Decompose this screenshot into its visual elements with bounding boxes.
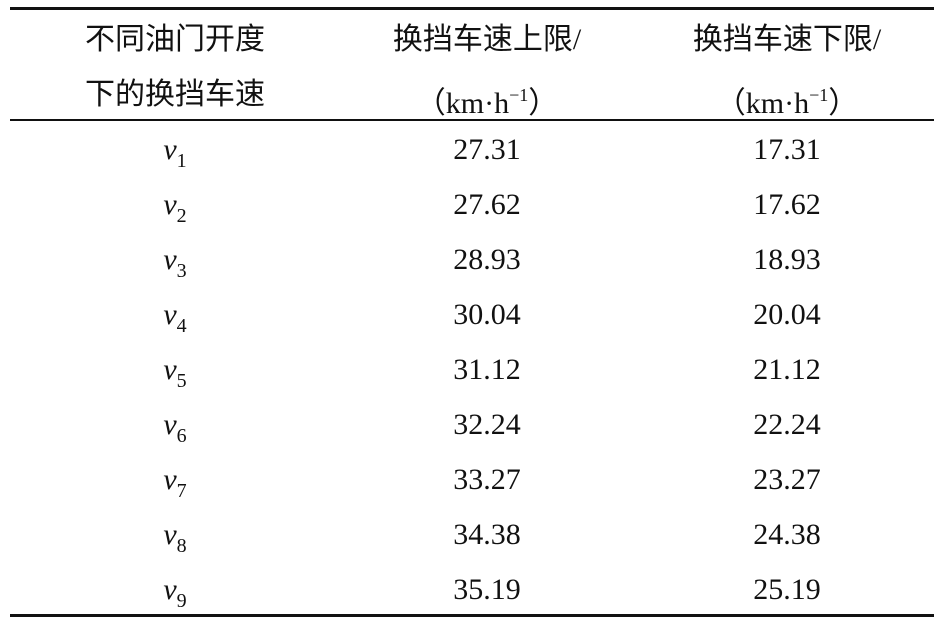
bottom-rule <box>10 614 934 617</box>
table-cell: 21.12 <box>637 350 937 390</box>
subscript: 8 <box>176 535 187 557</box>
cell-value: 31.12 <box>453 353 521 386</box>
table-cell: v1 <box>25 130 325 181</box>
cell-value: 24.38 <box>753 518 821 551</box>
table-cell: v7 <box>25 460 325 511</box>
cell-value: 23.27 <box>753 463 821 496</box>
cell-value: 35.19 <box>453 573 521 606</box>
table-cell: 35.19 <box>337 570 637 610</box>
table-cell: 25.19 <box>637 570 937 610</box>
subscript: 7 <box>176 480 187 502</box>
cell-value: 17.62 <box>753 188 821 221</box>
subscript: 6 <box>176 425 187 447</box>
header-text: 不同油门开度 <box>85 23 265 56</box>
table-cell: 17.31 <box>637 130 937 170</box>
top-rule <box>10 7 934 10</box>
table-cell: 32.24 <box>337 405 637 445</box>
table-cell: 18.93 <box>637 240 937 280</box>
variable: v <box>163 188 177 221</box>
table-cell: 33.27 <box>337 460 637 500</box>
cell-value: 34.38 <box>453 518 521 551</box>
subscript: 5 <box>176 370 187 392</box>
cell-value: 28.93 <box>453 243 521 276</box>
table-cell: v4 <box>25 295 325 346</box>
header-cell: 换挡车速下限/ <box>637 20 937 60</box>
cell-value: 17.31 <box>753 133 821 166</box>
header-unit: （km·h−1） <box>637 75 937 124</box>
unit-text: （km·h <box>415 87 510 120</box>
table-cell: v9 <box>25 570 325 621</box>
unit-close: ） <box>828 87 859 120</box>
table-cell: 34.38 <box>337 515 637 555</box>
variable: v <box>163 353 177 386</box>
cell-value: 27.62 <box>453 188 521 221</box>
header-text: 换挡车速上限/ <box>392 23 582 56</box>
cell-value: 22.24 <box>753 408 821 441</box>
unit-exponent: −1 <box>809 85 829 105</box>
table-cell: v5 <box>25 350 325 401</box>
table-cell: 20.04 <box>637 295 937 335</box>
header-cell: 换挡车速上限/ <box>337 20 637 60</box>
header-cell: 下的换挡车速 <box>25 75 325 115</box>
variable: v <box>163 518 177 551</box>
cell-value: 25.19 <box>753 573 821 606</box>
table-cell: 24.38 <box>637 515 937 555</box>
subscript: 9 <box>176 590 187 612</box>
cell-value: 21.12 <box>753 353 821 386</box>
subscript: 2 <box>176 205 187 227</box>
unit-text: （km·h <box>715 87 810 120</box>
unit-exponent: −1 <box>509 85 529 105</box>
table-cell: 27.62 <box>337 185 637 225</box>
table-cell: 31.12 <box>337 350 637 390</box>
table-cell: v3 <box>25 240 325 291</box>
table-cell: 22.24 <box>637 405 937 445</box>
header-cell: 不同油门开度 <box>25 20 325 60</box>
variable: v <box>163 573 177 606</box>
unit-close: ） <box>528 87 559 120</box>
subscript: 4 <box>176 315 187 337</box>
table-cell: 28.93 <box>337 240 637 280</box>
header-rule <box>10 119 934 121</box>
cell-value: 20.04 <box>753 298 821 331</box>
header-text: 换挡车速下限/ <box>692 23 882 56</box>
table-cell: 27.31 <box>337 130 637 170</box>
cell-value: 18.93 <box>753 243 821 276</box>
header-unit: （km·h−1） <box>337 75 637 124</box>
variable: v <box>163 298 177 331</box>
variable: v <box>163 463 177 496</box>
table-cell: 30.04 <box>337 295 637 335</box>
header-text: 下的换挡车速 <box>85 78 265 111</box>
cell-value: 27.31 <box>453 133 521 166</box>
cell-value: 33.27 <box>453 463 521 496</box>
cell-value: 30.04 <box>453 298 521 331</box>
table-cell: 23.27 <box>637 460 937 500</box>
table-cell: v8 <box>25 515 325 566</box>
table-cell: v2 <box>25 185 325 236</box>
table-cell: v6 <box>25 405 325 456</box>
subscript: 1 <box>176 150 187 172</box>
variable: v <box>163 408 177 441</box>
variable: v <box>163 133 177 166</box>
cell-value: 32.24 <box>453 408 521 441</box>
variable: v <box>163 243 177 276</box>
table-cell: 17.62 <box>637 185 937 225</box>
subscript: 3 <box>176 260 187 282</box>
